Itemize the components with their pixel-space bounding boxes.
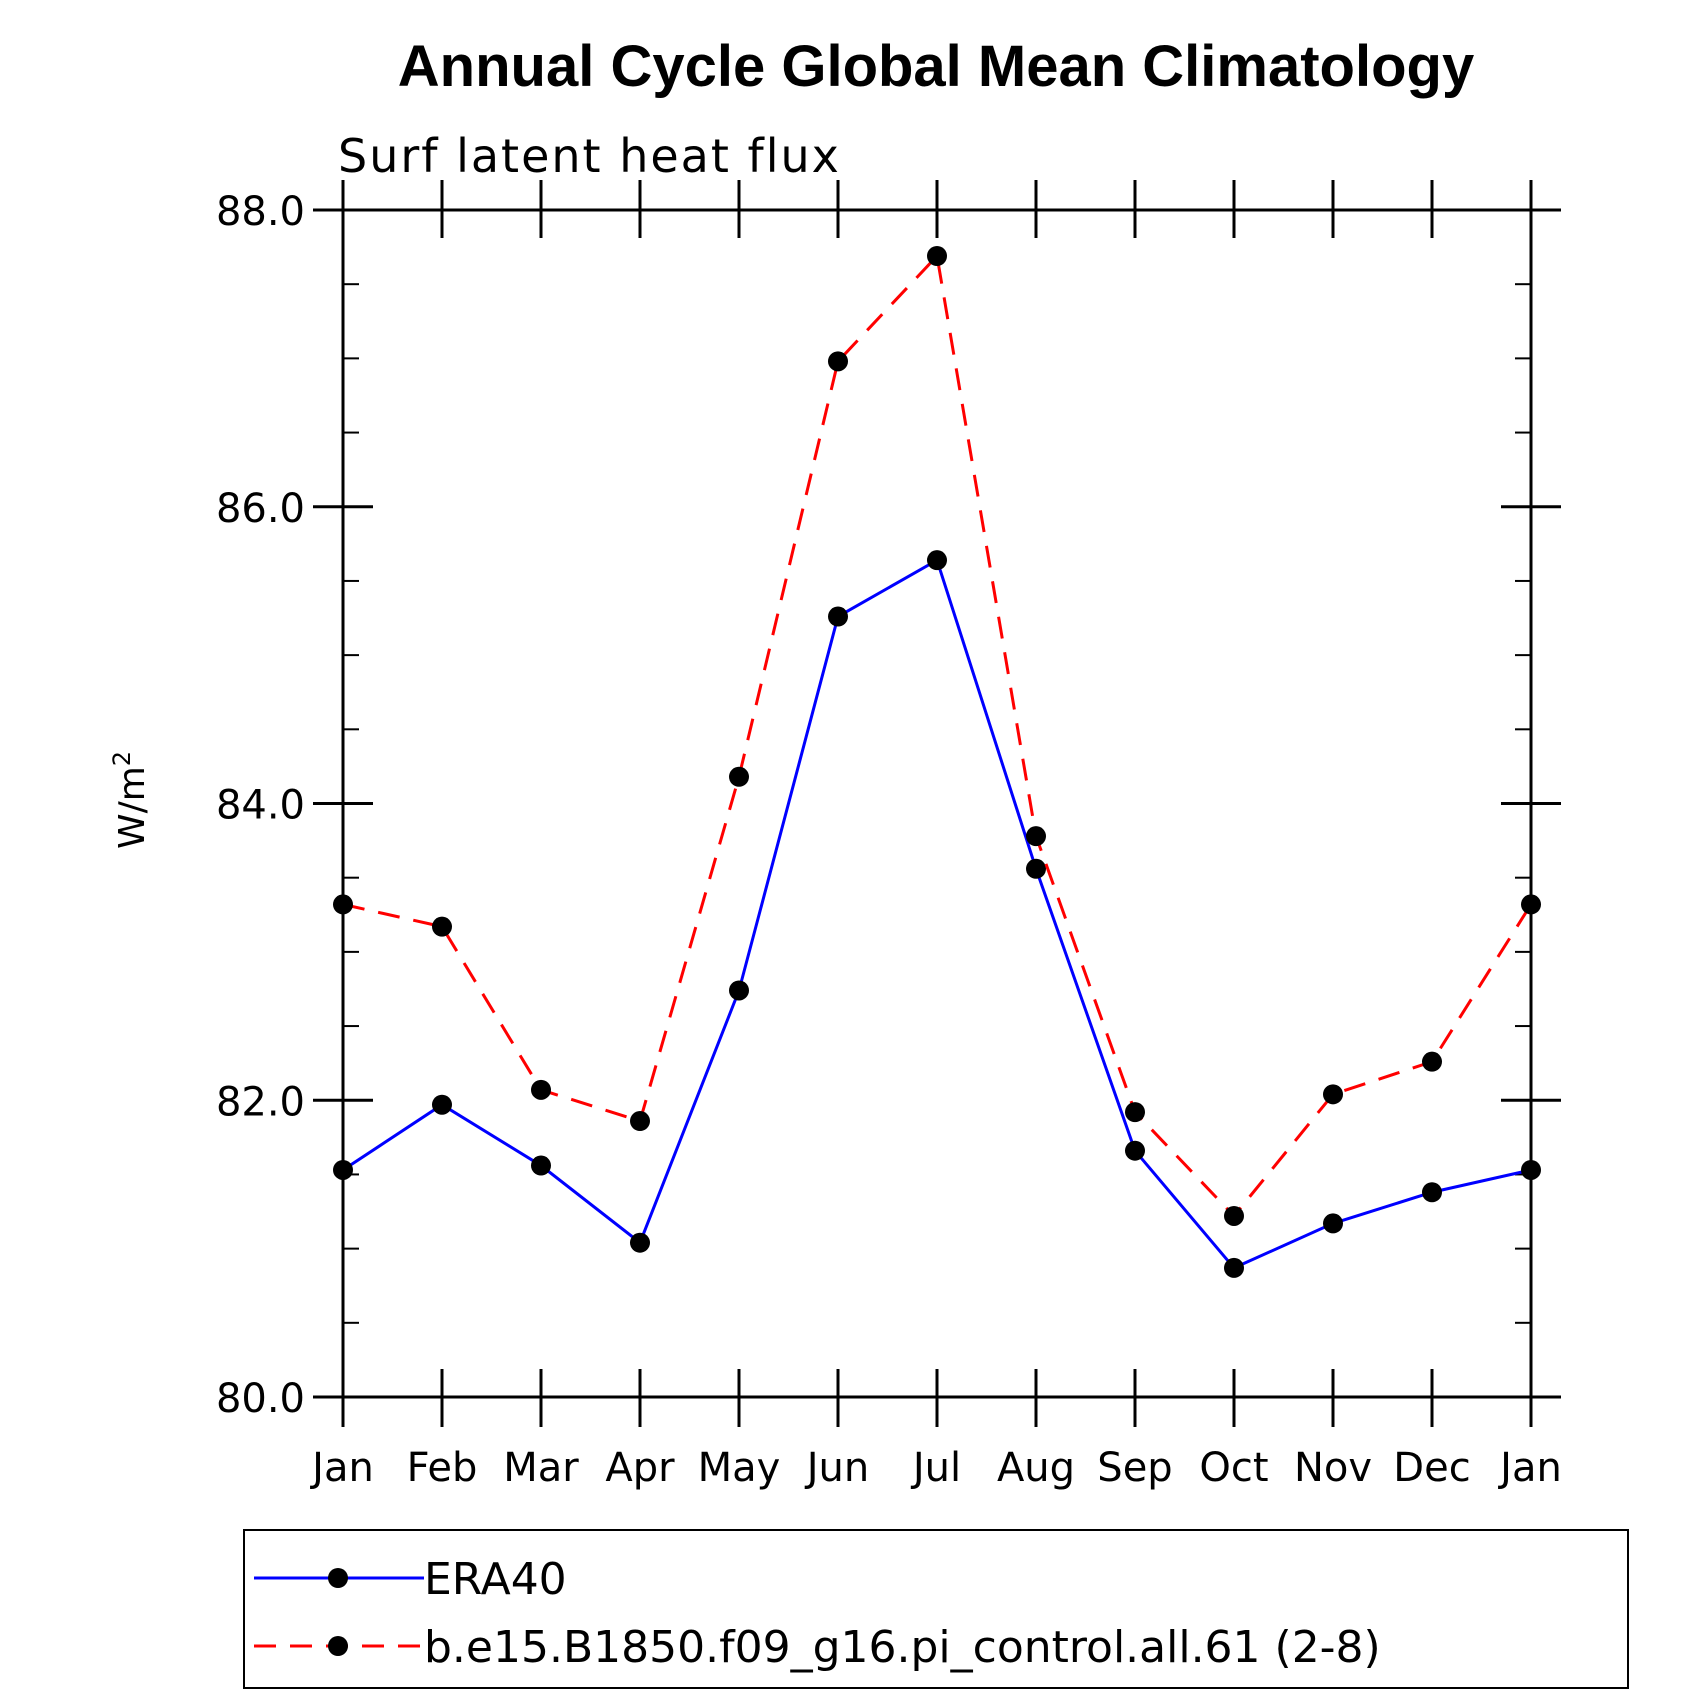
- x-tick-label: Jan: [309, 1445, 374, 1491]
- data-point-series-0: [1026, 858, 1046, 879]
- y-tick-label: 84.0: [216, 783, 305, 829]
- x-tick-label: Apr: [605, 1445, 675, 1491]
- data-point-series-1: [1323, 1084, 1343, 1105]
- data-point-series-1: [1224, 1205, 1244, 1226]
- data-point-series-0: [1323, 1213, 1343, 1234]
- x-axis: Jan Feb Mar Apr May Jun Jul Aug Sep Oct Nov Dec Jan: [309, 180, 1562, 1491]
- data-point-series-1: [729, 766, 749, 787]
- data-point-series-1: [1422, 1051, 1442, 1072]
- x-tick-label: Jul: [910, 1445, 961, 1491]
- data-point-series-1: [927, 245, 947, 266]
- legend-label-era40: ERA40: [424, 1554, 567, 1605]
- data-point-series-0: [1125, 1140, 1145, 1161]
- legend: ERA40 b.e15.B1850.f09_g16.pi_control.all…: [243, 1529, 1629, 1689]
- y-tick-label: 88.0: [216, 189, 305, 235]
- y-tick-label: 80.0: [216, 1376, 305, 1422]
- x-tick-label: Mar: [503, 1445, 579, 1491]
- legend-box: [243, 1529, 1629, 1689]
- data-point-series-1: [531, 1079, 551, 1100]
- series-line-1: [342, 252, 1533, 1219]
- data-point-series-0: [729, 980, 749, 1001]
- data-point-series-1: [1026, 826, 1046, 847]
- x-tick-label: Aug: [997, 1445, 1075, 1491]
- data-point-series-1: [432, 916, 452, 937]
- x-tick-label: Sep: [1097, 1445, 1172, 1491]
- plot-border: [341, 208, 1533, 1399]
- y-axis-label-text: W/m: [112, 766, 153, 849]
- legend-label-model: b.e15.B1850.f09_g16.pi_control.all.61 (2…: [424, 1622, 1381, 1673]
- data-point-series-1: [333, 894, 353, 915]
- data-point-series-1: [828, 351, 848, 372]
- data-point-series-0: [828, 606, 848, 627]
- x-tick-label: May: [698, 1445, 781, 1491]
- chart-title: Annual Cycle Global Mean Climatology: [398, 34, 1474, 99]
- x-tick-label: Dec: [1393, 1445, 1470, 1491]
- y-axis: 80.0 82.0 84.0 86.0 88.0: [216, 189, 1561, 1422]
- legend-marker-model: [328, 1636, 348, 1656]
- data-point-series-0: [531, 1155, 551, 1176]
- legend-marker-era40: [328, 1568, 348, 1588]
- data-point-series-0: [333, 1159, 353, 1180]
- x-tick-label: Nov: [1294, 1445, 1372, 1491]
- series-layer: [333, 245, 1541, 1278]
- y-tick-label: 86.0: [216, 486, 305, 532]
- x-tick-label: Oct: [1199, 1445, 1268, 1491]
- data-point-series-0: [1224, 1257, 1244, 1278]
- series-line-0: [342, 557, 1532, 1270]
- data-point-series-1: [1125, 1102, 1145, 1123]
- data-point-series-1: [1521, 894, 1541, 915]
- data-point-series-0: [630, 1232, 650, 1253]
- data-point-series-0: [432, 1094, 452, 1115]
- y-axis-label: W/m2: [108, 751, 153, 849]
- data-point-series-0: [1422, 1182, 1442, 1203]
- data-point-series-0: [1521, 1159, 1541, 1180]
- x-tick-label: Feb: [407, 1445, 478, 1491]
- plot-frame: [341, 208, 1533, 1399]
- x-tick-label: Jun: [804, 1445, 870, 1491]
- x-tick-label: Jan: [1497, 1445, 1562, 1491]
- y-tick-label: 82.0: [216, 1079, 305, 1125]
- y-axis-label-superscript: 2: [108, 751, 136, 766]
- chart-subtitle: Surf latent heat flux: [338, 129, 841, 183]
- data-point-series-0: [927, 550, 947, 571]
- data-point-series-1: [630, 1111, 650, 1132]
